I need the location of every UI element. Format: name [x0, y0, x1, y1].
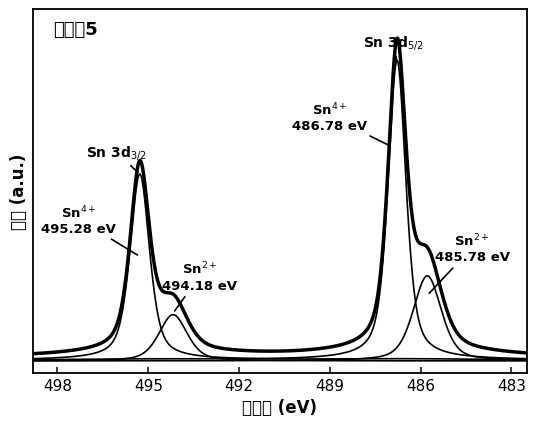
X-axis label: 结合能 (eV): 结合能 (eV): [243, 398, 317, 416]
Text: Sn$^{4+}$
495.28 eV: Sn$^{4+}$ 495.28 eV: [41, 204, 137, 256]
Text: 实施例5: 实施例5: [53, 20, 98, 39]
Text: Sn 3d$_{5/2}$: Sn 3d$_{5/2}$: [363, 33, 424, 60]
Text: Sn$^{4+}$
486.78 eV: Sn$^{4+}$ 486.78 eV: [292, 101, 388, 145]
Text: Sn 3d$_{3/2}$: Sn 3d$_{3/2}$: [86, 144, 147, 173]
Text: Sn$^{2+}$
485.78 eV: Sn$^{2+}$ 485.78 eV: [429, 232, 509, 294]
Text: Sn$^{2+}$
494.18 eV: Sn$^{2+}$ 494.18 eV: [162, 260, 237, 311]
Y-axis label: 强度 (a.u.): 强度 (a.u.): [10, 153, 28, 230]
